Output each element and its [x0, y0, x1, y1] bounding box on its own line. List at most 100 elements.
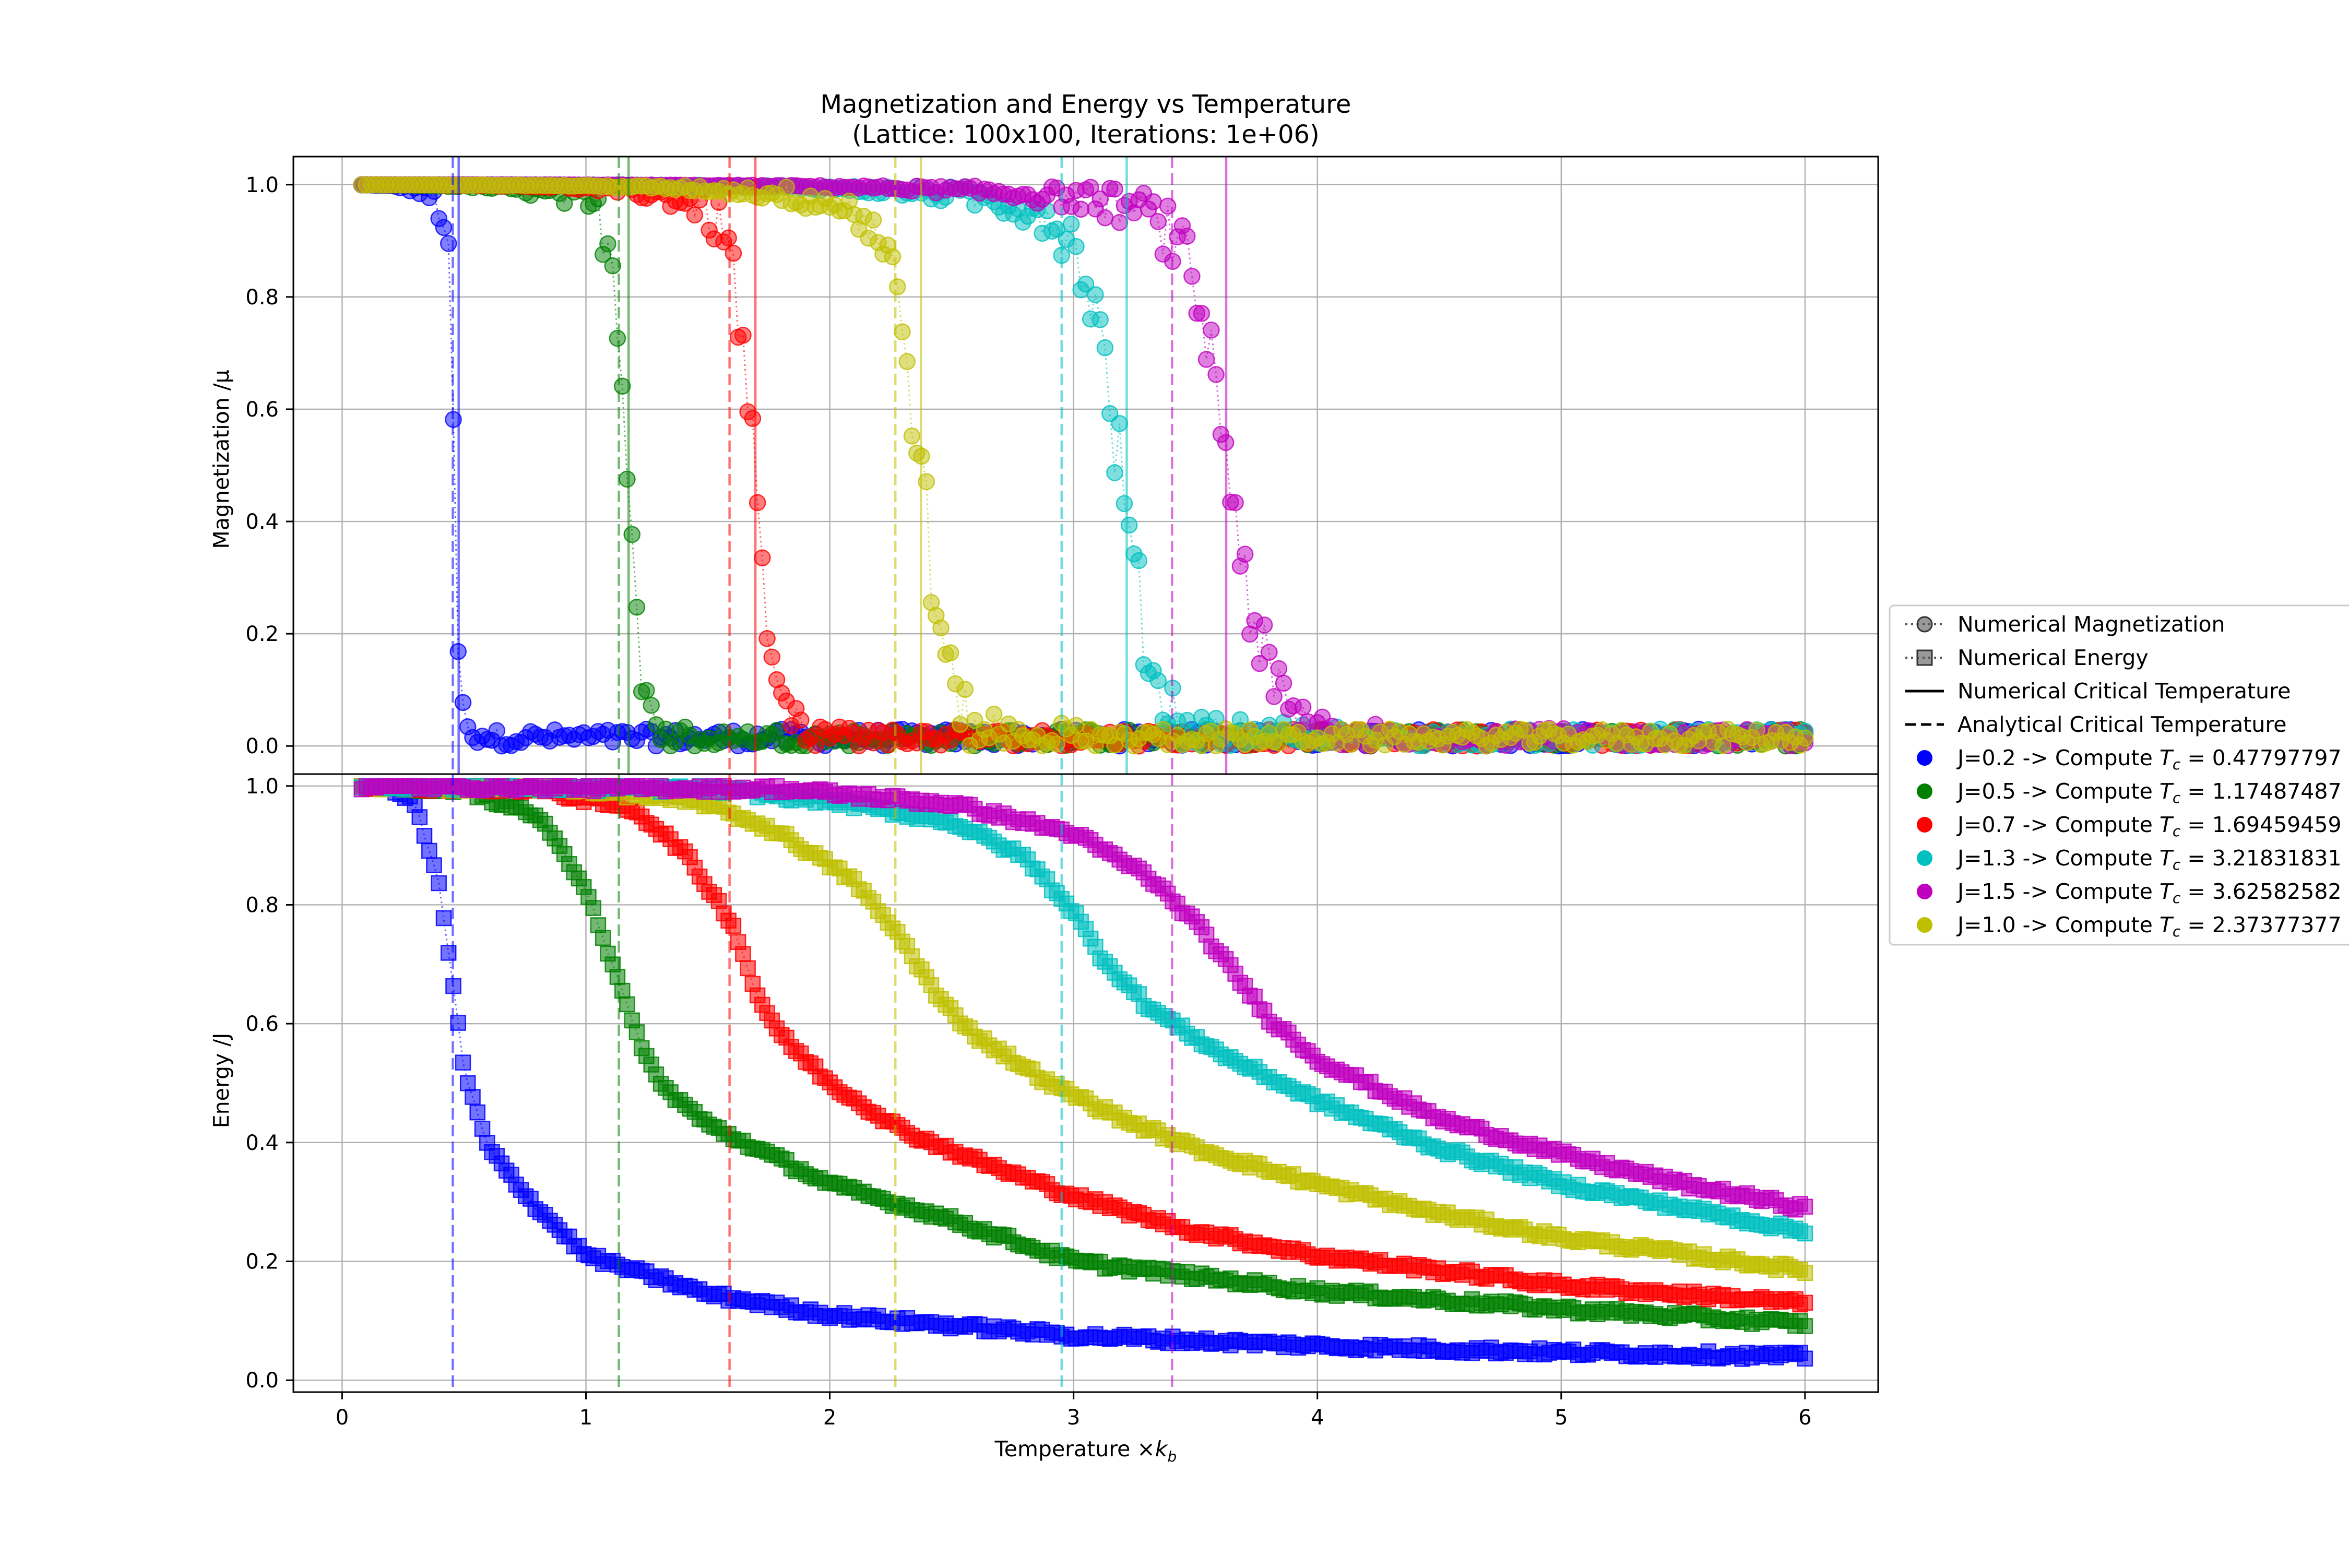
magnetization-point — [985, 705, 1003, 723]
energy-point — [740, 960, 756, 977]
energy-point — [459, 1075, 476, 1091]
legend-series-marker — [1917, 917, 1932, 933]
magnetization-point — [806, 737, 824, 754]
energy-point — [416, 828, 433, 844]
energy-point — [595, 930, 611, 946]
legend-series-label: J=0.7 -> Compute Tc = 1.69459459 — [1956, 812, 2342, 840]
magnetization-point — [754, 549, 771, 566]
magnetization-point — [628, 598, 646, 616]
magnetization-point — [1067, 717, 1085, 734]
chart-title-line1: Magnetization and Energy vs Temperature — [821, 90, 1351, 119]
magnetization-point — [1106, 181, 1123, 198]
energy-point — [735, 946, 751, 962]
bottom-ytick-label: 0.2 — [245, 1250, 279, 1274]
energy-point — [431, 875, 447, 892]
legend: Numerical Magnetization Numerical Energy N… — [1889, 604, 2349, 946]
legend-box — [1889, 604, 2349, 946]
magnetization-point — [898, 353, 916, 370]
magnetization-point — [1265, 688, 1283, 705]
energy-point — [455, 1054, 471, 1071]
bottom-series-J1.5 — [353, 778, 1813, 1218]
bottom-ytick-label: 0.6 — [245, 1012, 279, 1036]
energy-point — [725, 918, 742, 934]
magnetization-point — [1072, 200, 1089, 218]
magnetization-point — [488, 722, 505, 739]
magnetization-point — [894, 323, 911, 341]
xtick-label: 1 — [579, 1406, 592, 1430]
magnetization-point — [1062, 216, 1080, 233]
legend-series-marker — [1917, 750, 1932, 766]
magnetization-point — [918, 473, 935, 491]
magnetization-point — [643, 696, 660, 714]
legend-series-marker — [1917, 850, 1932, 866]
magnetization-point — [686, 206, 704, 224]
magnetization-point — [1149, 672, 1167, 690]
magnetization-point — [1193, 305, 1211, 322]
magnetization-point — [1183, 268, 1201, 285]
xtick-label: 6 — [1798, 1406, 1811, 1430]
magnetization-point — [1092, 190, 1109, 208]
magnetization-point — [1207, 366, 1225, 383]
top-series-J1 — [353, 176, 1814, 755]
magnetization-point — [734, 326, 752, 344]
magnetization-point — [1748, 721, 1765, 739]
magnetization-point — [604, 257, 621, 275]
energy-point — [421, 842, 437, 859]
legend-label-magnetization: Numerical Magnetization — [1958, 612, 2225, 637]
magnetization-point — [1092, 311, 1109, 328]
magnetization-point — [623, 526, 640, 543]
magnetization-point — [1270, 660, 1288, 678]
magnetization-point — [1343, 735, 1360, 753]
bottom-y-axis-label: Energy /J — [209, 1033, 234, 1128]
magnetization-point — [725, 244, 742, 262]
legend-label-energy: Numerical Energy — [1958, 645, 2149, 670]
xtick-label: 2 — [823, 1406, 836, 1430]
magnetization-point — [1796, 729, 1814, 747]
energy-point — [628, 1024, 645, 1040]
magnetization-point — [1130, 552, 1147, 569]
magnetization-point — [1159, 197, 1177, 215]
top-ytick-label: 0.0 — [245, 734, 279, 758]
top-ytick-label: 0.4 — [245, 510, 279, 534]
bottom-ytick-label: 0.4 — [245, 1131, 279, 1155]
magnetization-point — [1149, 213, 1167, 230]
magnetization-point — [1120, 516, 1138, 534]
magnetization-point — [1203, 322, 1220, 339]
top-ytick-label: 0.2 — [245, 622, 279, 646]
magnetization-point — [758, 630, 776, 647]
legend-series-label: J=1.5 -> Compute Tc = 3.62582582 — [1956, 879, 2342, 907]
energy-point — [1797, 1294, 1813, 1311]
energy-point — [469, 1104, 485, 1121]
top-ytick-label: 0.8 — [245, 286, 279, 310]
magnetization-point — [1096, 209, 1114, 227]
legend-label-analytical-tc: Analytical Critical Temperature — [1958, 712, 2287, 737]
xtick-label: 4 — [1311, 1406, 1324, 1430]
bottom-series-J0.5 — [353, 778, 1813, 1334]
magnetization-point — [1236, 545, 1254, 563]
bottom-ytick-label: 0.0 — [245, 1369, 279, 1393]
magnetization-point — [1227, 494, 1244, 512]
magnetization-point — [1082, 179, 1099, 196]
magnetization-point — [778, 179, 795, 196]
energy-point — [1797, 1225, 1813, 1242]
top-ytick-label: 0.6 — [245, 398, 279, 422]
energy-point — [474, 1121, 491, 1137]
magnetization-point — [884, 248, 901, 266]
magnetization-point — [1275, 674, 1292, 692]
magnetization-point — [435, 219, 453, 236]
legend-series-marker — [1917, 783, 1932, 799]
legend-label-numerical-tc: Numerical Critical Temperature — [1958, 679, 2291, 704]
legend-series-label: J=1.0 -> Compute Tc = 2.37377377 — [1956, 912, 2342, 940]
magnetization-point — [1178, 228, 1196, 245]
magnetization-point — [1145, 193, 1162, 210]
magnetization-point — [1261, 644, 1278, 661]
magnetization-point — [1255, 616, 1273, 634]
magnetization-point — [1294, 698, 1312, 716]
magnetization-point — [1077, 276, 1095, 293]
magnetization-point — [1096, 339, 1114, 357]
legend-series-label: J=0.2 -> Compute Tc = 0.47797797 — [1956, 745, 2342, 773]
energy-point — [609, 969, 626, 985]
magnetization-point — [1116, 495, 1133, 513]
top-y-axis-label: Magnetization /μ — [209, 370, 234, 549]
